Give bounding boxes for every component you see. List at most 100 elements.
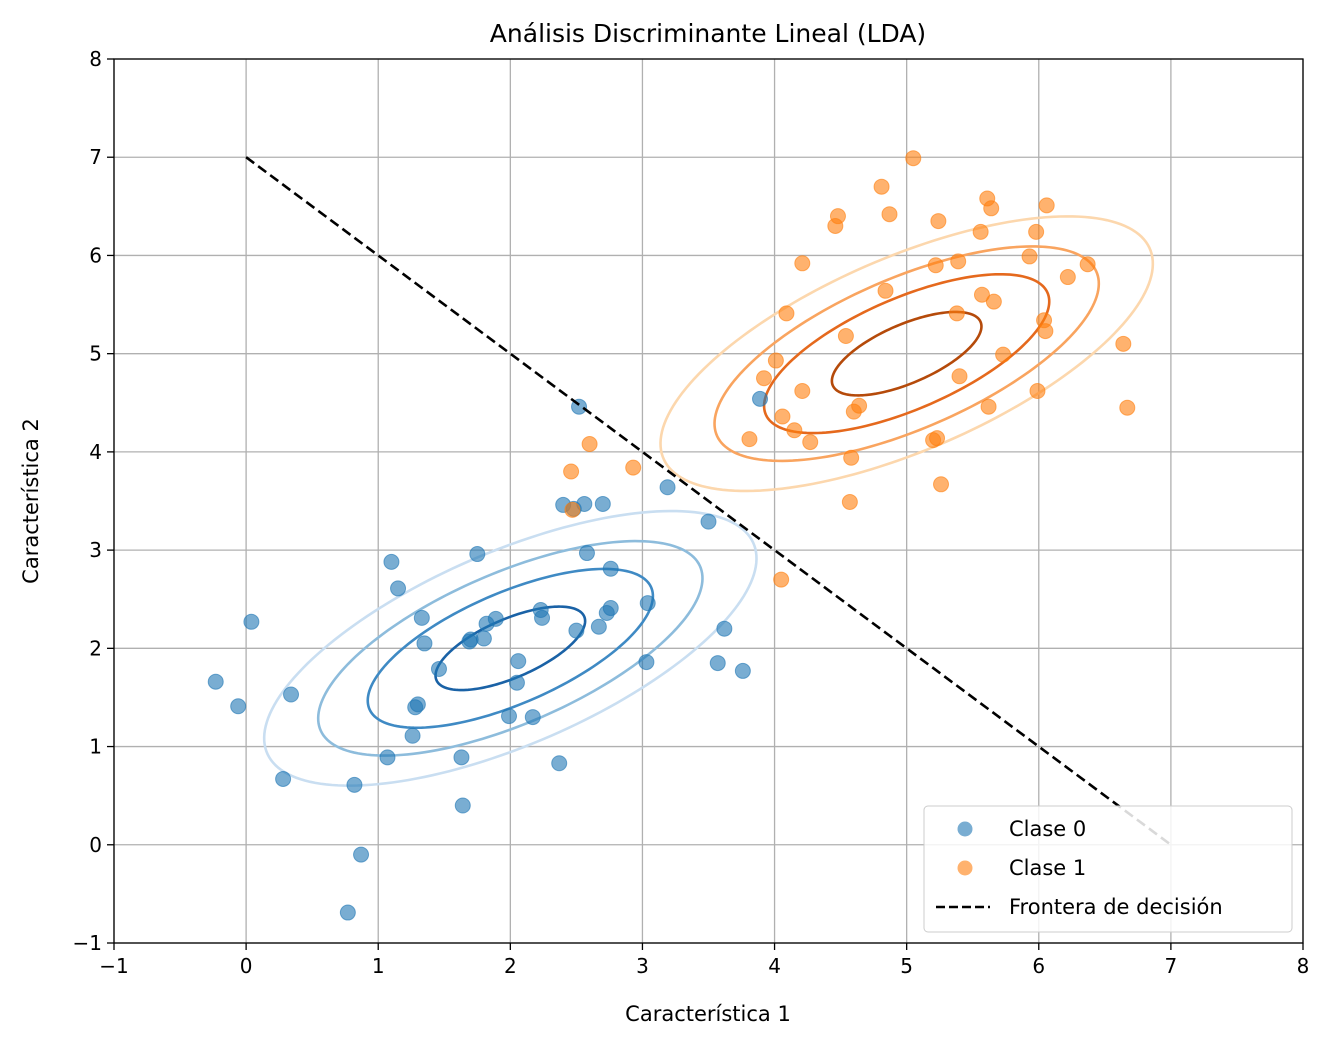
point-clase-0 (594, 495, 611, 512)
decision-boundary-line (245, 156, 1172, 846)
contour-class1-level-3 (659, 215, 1155, 493)
point-clase-1 (929, 430, 946, 447)
point-clase-1 (774, 408, 791, 425)
contour-class0-level-0 (434, 605, 587, 692)
point-clase-0 (379, 749, 396, 766)
y-tick-label: −1 (73, 931, 102, 955)
point-clase-0 (639, 595, 656, 612)
point-clase-0 (462, 631, 479, 648)
point-clase-0 (501, 708, 518, 725)
point-clase-0 (578, 545, 595, 562)
point-clase-0 (207, 673, 224, 690)
point-clase-0 (339, 904, 356, 921)
y-tick-label: 6 (89, 243, 102, 267)
point-clase-1 (755, 370, 772, 387)
point-clase-0 (524, 709, 541, 726)
x-tick-label: 3 (636, 954, 649, 978)
y-tick-label: 7 (89, 145, 102, 169)
point-clase-1 (1115, 335, 1132, 352)
point-clase-1 (1021, 248, 1038, 265)
point-clase-1 (948, 305, 965, 322)
point-clase-0 (243, 613, 260, 630)
point-clase-1 (843, 449, 860, 466)
point-clase-0 (346, 776, 363, 793)
contour-class1-level-0 (830, 310, 983, 397)
legend-marker-clase-1 (957, 860, 973, 876)
point-clase-0 (230, 698, 247, 715)
point-clase-0 (454, 797, 471, 814)
point-clase-1 (927, 257, 944, 274)
x-tick-label: 8 (1297, 954, 1310, 978)
point-clase-1 (1037, 323, 1054, 340)
point-clase-1 (950, 253, 967, 270)
point-clase-0 (416, 635, 433, 652)
point-clase-1 (1059, 269, 1076, 286)
point-clase-0 (602, 560, 619, 577)
decision-boundary (245, 156, 1172, 846)
y-tick-label: 1 (89, 735, 102, 759)
point-clase-1 (930, 213, 947, 230)
point-clase-0 (709, 655, 726, 672)
point-clase-0 (353, 846, 370, 863)
point-clase-1 (802, 434, 819, 451)
plot-frame (113, 58, 1304, 944)
chart-title: Análisis Discriminante Lineal (LDA) (490, 19, 926, 48)
point-clase-0 (275, 770, 292, 787)
point-clase-1 (829, 208, 846, 225)
legend-label-clase-0: Clase 0 (1009, 817, 1086, 841)
point-clase-1 (581, 436, 598, 453)
point-clase-0 (659, 479, 676, 496)
point-clase-0 (734, 662, 751, 679)
point-clase-0 (700, 513, 717, 530)
point-clase-0 (390, 580, 407, 597)
y-tick-label: 5 (89, 342, 102, 366)
point-clase-1 (851, 397, 868, 414)
point-clase-0 (590, 618, 607, 635)
point-clase-1 (794, 382, 811, 399)
point-clase-1 (564, 501, 581, 518)
x-tick-label: −1 (99, 954, 128, 978)
legend-marker-clase-0 (957, 821, 973, 837)
point-clase-1 (905, 150, 922, 167)
y-axis-label: Característica 2 (19, 418, 43, 584)
point-clase-0 (430, 660, 447, 677)
x-axis-label: Característica 1 (625, 1002, 791, 1026)
y-tick-label: 4 (89, 440, 102, 464)
point-clase-1 (995, 346, 1012, 363)
point-clase-0 (602, 600, 619, 617)
point-clase-0 (534, 609, 551, 626)
contour-class0-level-3 (262, 509, 758, 787)
contour-class0-level-1 (366, 567, 655, 730)
legend-label-boundary: Frontera de decisión (1009, 895, 1223, 919)
point-clase-1 (980, 398, 997, 415)
scatter-points (207, 150, 1136, 921)
point-clase-1 (741, 431, 758, 448)
point-clase-1 (951, 368, 968, 385)
point-clase-1 (1079, 256, 1096, 273)
legend: Clase 0 Clase 1 Frontera de decisión (923, 805, 1293, 933)
point-clase-1 (933, 476, 950, 493)
x-tick-label: 2 (504, 954, 517, 978)
legend-box (923, 805, 1293, 933)
point-clase-0 (551, 755, 568, 772)
point-clase-1 (1029, 382, 1046, 399)
point-clase-1 (625, 459, 642, 476)
point-clase-0 (716, 620, 733, 637)
x-tick-label: 1 (372, 954, 385, 978)
point-clase-0 (638, 654, 655, 671)
point-clase-1 (841, 493, 858, 510)
y-tick-label: 3 (89, 538, 102, 562)
axis-ticks: −1 0 1 2 3 4 5 6 7 8 −1 0 1 2 3 4 5 6 7 8 (73, 47, 1310, 978)
point-clase-0 (510, 653, 527, 670)
point-clase-0 (475, 630, 492, 647)
legend-label-clase-1: Clase 1 (1009, 856, 1086, 880)
point-clase-1 (786, 422, 803, 439)
point-clase-1 (794, 255, 811, 272)
point-clase-0 (752, 390, 769, 407)
point-clase-0 (453, 749, 470, 766)
point-clase-1 (881, 206, 898, 223)
x-tick-label: 6 (1032, 954, 1045, 978)
point-clase-0 (469, 546, 486, 563)
y-tick-label: 0 (89, 833, 102, 857)
